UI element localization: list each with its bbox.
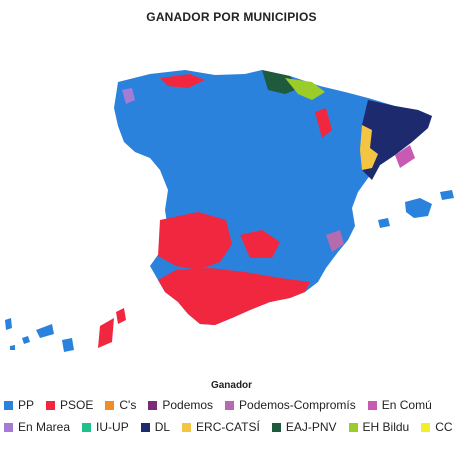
legend-label: EH Bildu bbox=[362, 420, 410, 434]
spain-map bbox=[5, 70, 454, 352]
region-basque-bildu bbox=[285, 78, 325, 100]
legend-label: Podemos bbox=[162, 398, 214, 412]
legend-label: CC bbox=[435, 420, 453, 434]
legend-label: En Comú bbox=[381, 398, 432, 412]
legend-item[interactable]: IU-UP bbox=[82, 420, 129, 434]
region-extremadura-psoe bbox=[158, 212, 232, 270]
region-andalusia-psoe bbox=[158, 268, 310, 325]
legend-swatch bbox=[225, 400, 235, 410]
legend-label: PSOE bbox=[60, 398, 94, 412]
canary-island-hierro bbox=[10, 345, 15, 350]
region-castilla-la-mancha-psoe bbox=[240, 230, 280, 258]
legend-item[interactable]: EAJ-PNV bbox=[271, 420, 337, 434]
legend-swatch bbox=[348, 422, 358, 432]
region-catalonia-dl bbox=[362, 100, 432, 180]
region-catalonia-encomu bbox=[395, 145, 415, 168]
legend-label: C's bbox=[119, 398, 137, 412]
legend-swatch bbox=[148, 400, 158, 410]
legend-swatch bbox=[421, 422, 431, 432]
legend-item[interactable]: Podemos-Compromís bbox=[225, 398, 356, 412]
canary-island-tenerife bbox=[36, 324, 54, 338]
region-catalonia-erc bbox=[360, 125, 378, 170]
canary-island-gomera bbox=[22, 336, 30, 344]
balearic-menorca bbox=[440, 190, 454, 200]
canary-island-fuerteventura bbox=[98, 318, 114, 348]
legend-item[interactable]: Podemos bbox=[148, 398, 213, 412]
legend-label: DL bbox=[154, 420, 171, 434]
map-title: GANADOR POR MUNICIPIOS bbox=[146, 10, 317, 24]
region-valencia-compromis bbox=[326, 230, 344, 252]
legend-item[interactable]: En Marea bbox=[4, 420, 70, 434]
legend-item[interactable]: DL bbox=[140, 420, 171, 434]
legend-item[interactable]: ERC-CATSÍ bbox=[182, 420, 260, 434]
balearic-islands bbox=[405, 198, 432, 218]
canary-island-lapalma bbox=[5, 318, 12, 330]
region-aragon-psoe bbox=[315, 108, 332, 138]
region-asturias-psoe bbox=[160, 74, 205, 88]
legend-label: ERC-CATSÍ bbox=[196, 420, 260, 434]
legend-title: Ganador bbox=[210, 380, 253, 391]
legend-swatch bbox=[4, 422, 13, 432]
legend-swatch bbox=[271, 422, 281, 432]
legend-swatch bbox=[46, 400, 56, 410]
legend-item[interactable]: C's bbox=[105, 398, 136, 412]
legend-swatch bbox=[105, 400, 115, 410]
legend-item[interactable]: En Comú bbox=[367, 398, 432, 412]
legend-item[interactable]: CC bbox=[421, 420, 453, 434]
region-basque-pnv bbox=[262, 70, 300, 94]
balearic-ibiza bbox=[378, 218, 390, 228]
canary-island-lanzarote bbox=[116, 308, 126, 324]
legend-swatch bbox=[140, 422, 150, 432]
legend-swatch bbox=[367, 400, 377, 410]
legend-label: PP bbox=[18, 398, 35, 412]
legend-swatch bbox=[4, 400, 13, 410]
legend-item[interactable]: PSOE bbox=[46, 398, 93, 412]
legend-swatch bbox=[182, 422, 192, 432]
legend-item[interactable]: PP bbox=[4, 398, 34, 412]
canary-island-gran-canaria bbox=[62, 338, 74, 352]
legend-swatch bbox=[82, 422, 92, 432]
legend: PP PSOE C's Podemos Podemos-Compromís En Comú… bbox=[4, 398, 462, 434]
legend-label: EAJ-PNV bbox=[285, 420, 337, 434]
legend-label: IU-UP bbox=[96, 420, 129, 434]
region-galicia-enmarea bbox=[122, 88, 135, 104]
legend-item[interactable]: EH Bildu bbox=[348, 420, 410, 434]
legend-label: Podemos-Compromís bbox=[239, 398, 356, 412]
legend-label: En Marea bbox=[18, 420, 71, 434]
